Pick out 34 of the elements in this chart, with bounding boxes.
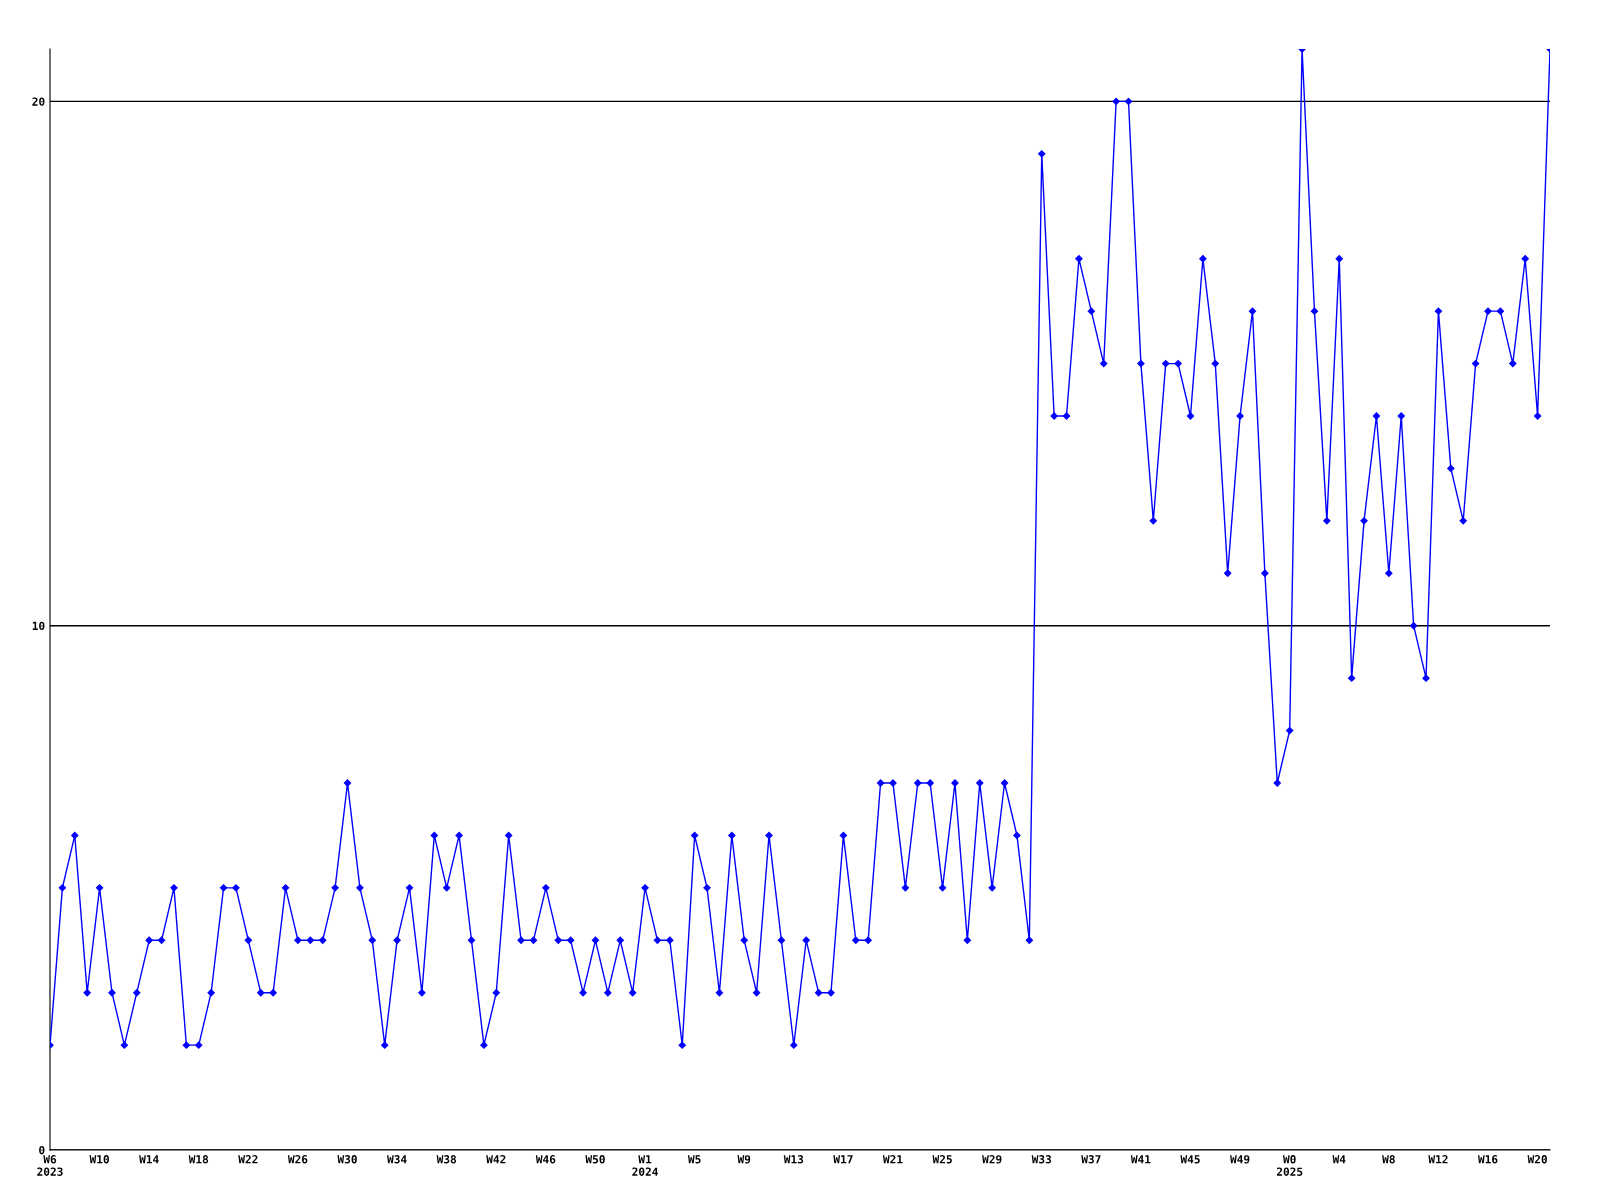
y-tick-label: 10 (32, 621, 45, 631)
x-tick-label: W49 (1230, 1155, 1250, 1164)
y-tick-label: 20 (32, 97, 45, 106)
x-tick-label: W22 (238, 1155, 258, 1164)
x-tick-label: W50 (585, 1155, 605, 1164)
x-tick-label: W26 (287, 1155, 308, 1164)
x-tick-label: W17 (833, 1155, 853, 1164)
x-tick-label: W16 (1477, 1155, 1498, 1164)
x-tick-label: W37 (1081, 1155, 1101, 1164)
x-tick-label: W1 2024 (632, 1155, 658, 1176)
x-tick-label: W34 (387, 1155, 407, 1164)
x-tick-label: W30 (337, 1155, 357, 1164)
x-tick-label: W29 (982, 1155, 1002, 1164)
x-tick-label: W38 (436, 1155, 457, 1164)
x-tick-label: W45 (1180, 1155, 1200, 1164)
x-tick-label: W41 (1130, 1155, 1151, 1164)
x-tick-label: W9 (737, 1155, 751, 1164)
x-tick-label: W33 (1031, 1155, 1052, 1164)
x-tick-label: W25 (932, 1155, 952, 1164)
x-tick-label: W10 (89, 1155, 109, 1164)
x-tick-label: W5 (687, 1155, 701, 1164)
x-tick-label: W8 (1382, 1155, 1395, 1164)
x-tick-label: W0 2025 (1276, 1155, 1303, 1176)
x-tick-label: W14 (139, 1155, 159, 1164)
x-tick-label: W21 (882, 1155, 903, 1164)
x-tick-label: W18 (188, 1155, 209, 1164)
x-tick-label: W42 (486, 1155, 506, 1164)
x-tick-label: W20 (1527, 1155, 1547, 1164)
x-tick-label: W6 2023 (37, 1155, 63, 1176)
x-tick-label: W12 (1428, 1155, 1448, 1164)
y-tick-label: 0 (39, 1145, 45, 1155)
x-tick-label: W46 (535, 1155, 556, 1164)
x-tick-label: W4 (1332, 1155, 1346, 1164)
x-tick-label: W13 (783, 1155, 804, 1164)
